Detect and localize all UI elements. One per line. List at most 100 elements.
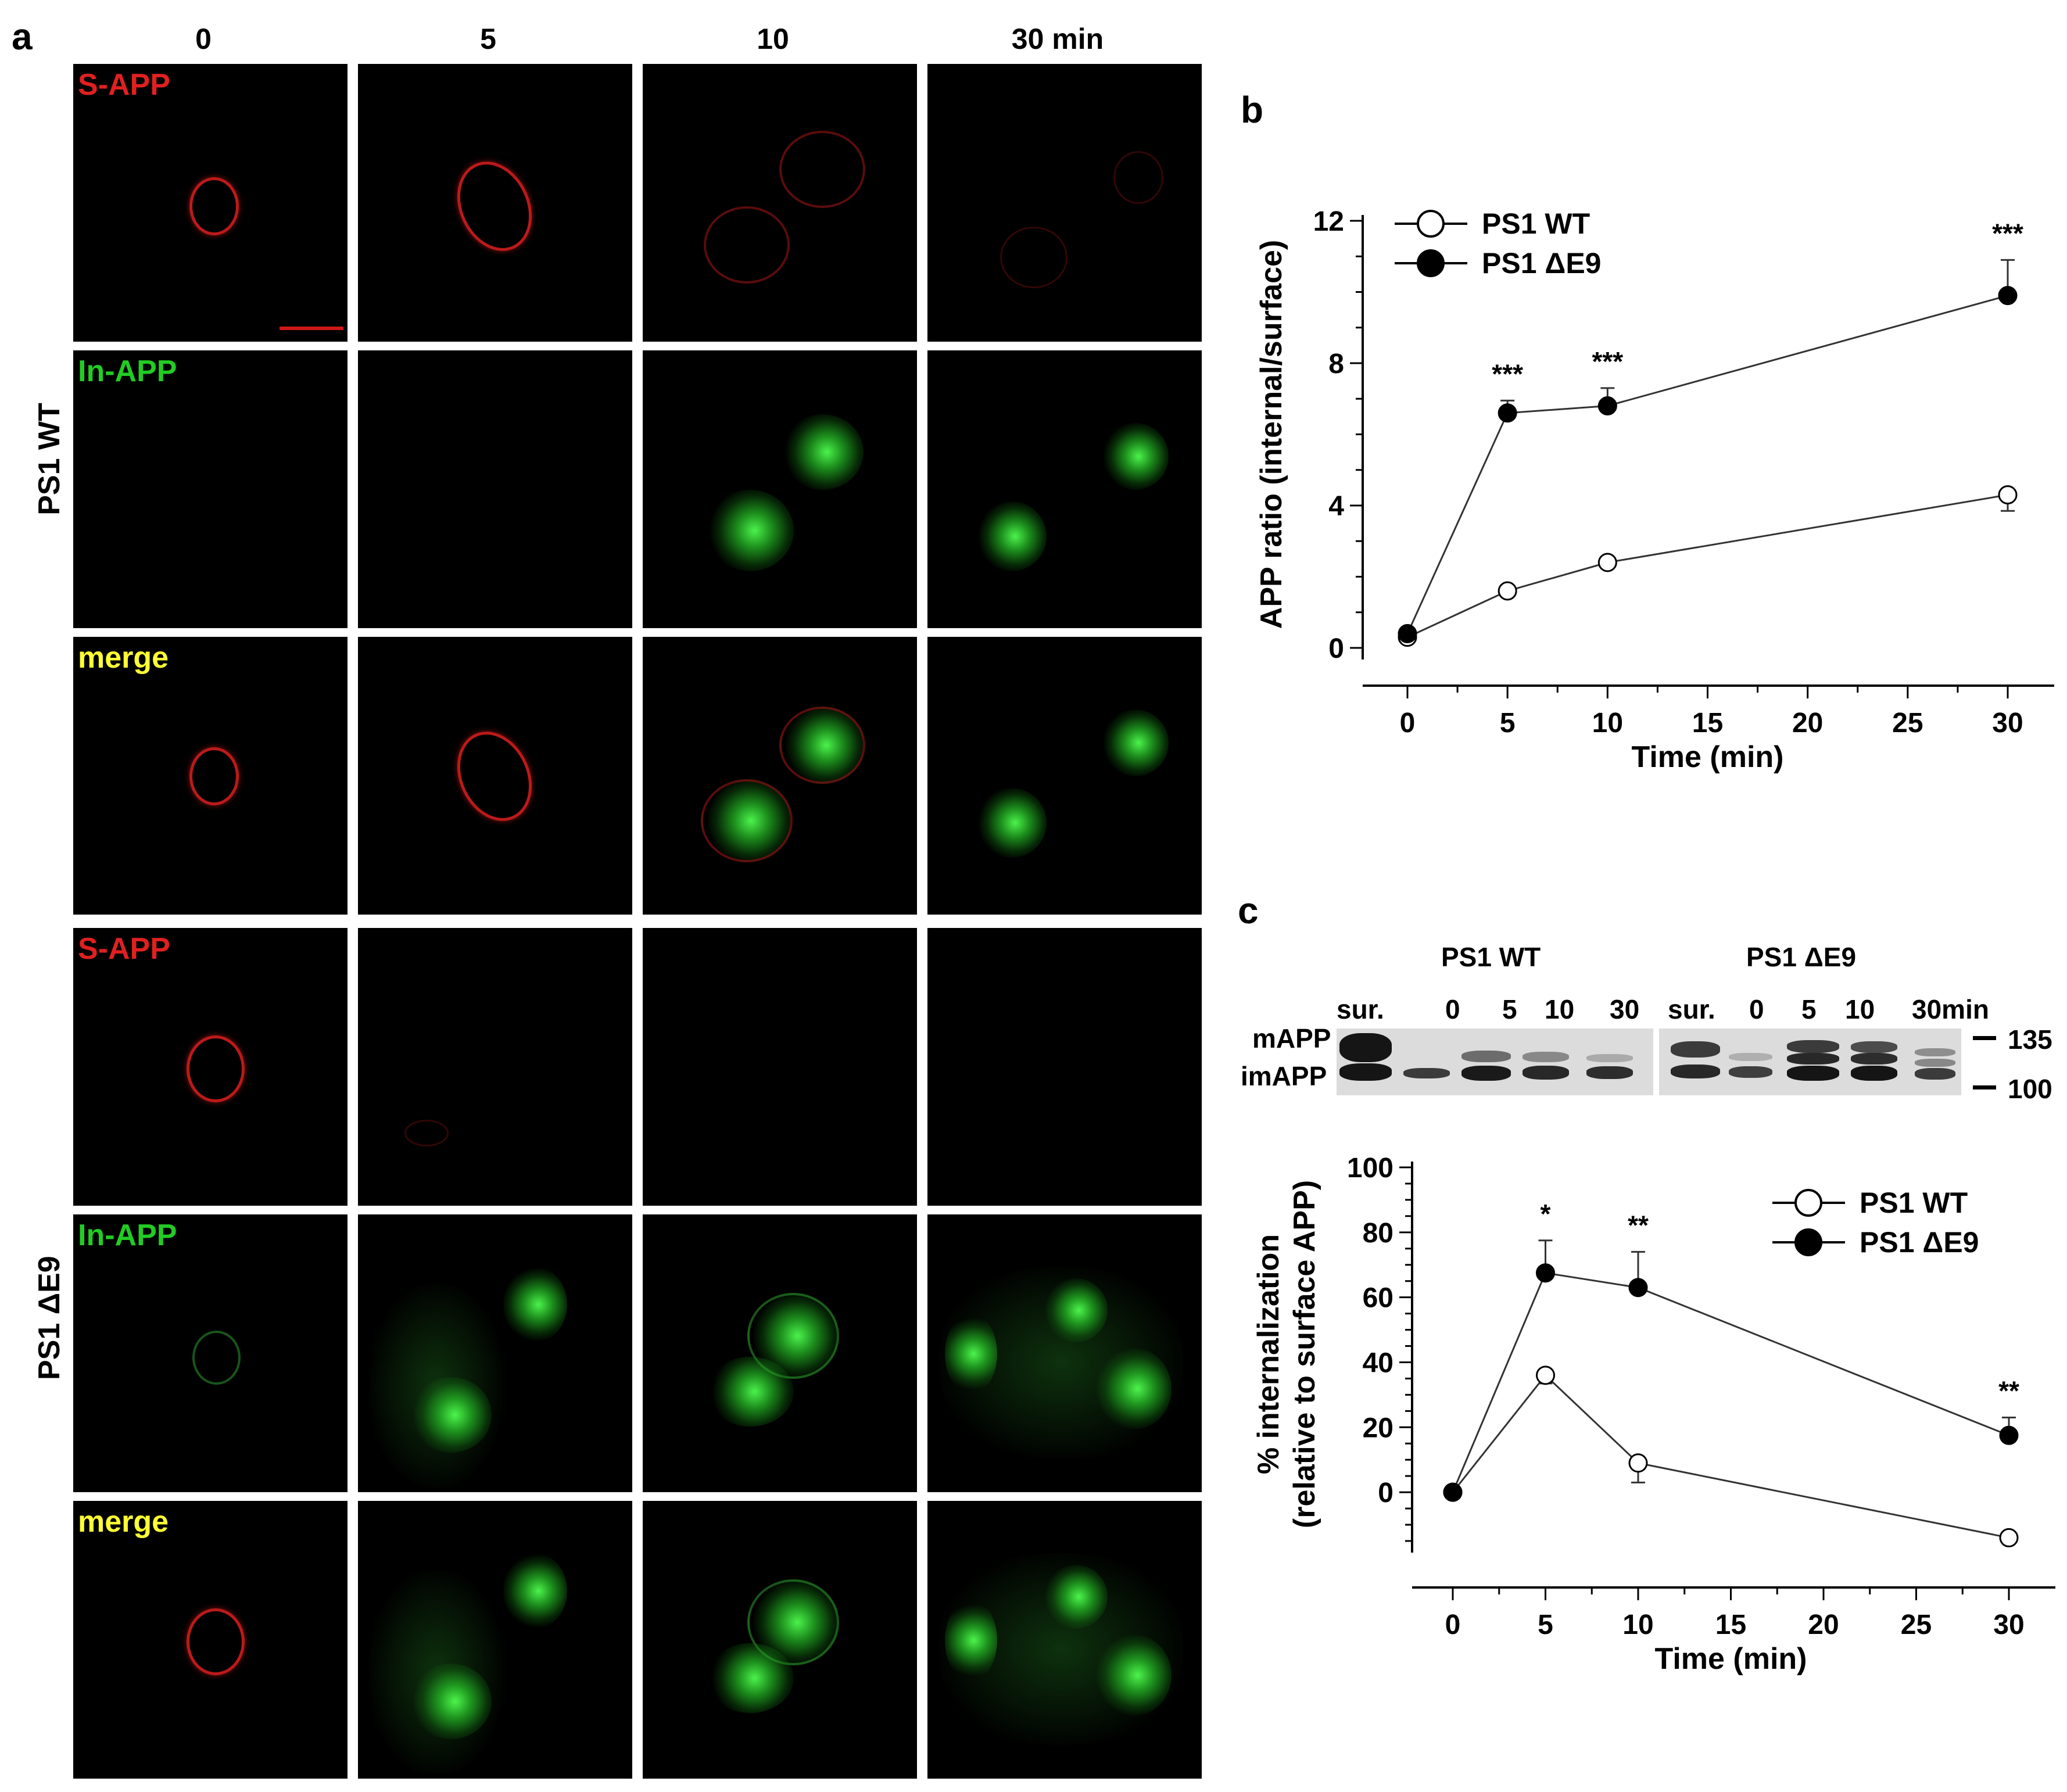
blot-lane-de9-5: 5: [1801, 994, 1817, 1024]
micrograph-de9-sapp-0: S-APP: [73, 928, 348, 1206]
legend-marker: [1417, 210, 1445, 238]
significance-label: *: [1541, 1199, 1551, 1229]
x-tick-label: 30: [1993, 1610, 2024, 1640]
legend-marker: [1794, 1189, 1822, 1217]
legend-label-0: PS1 WT: [1482, 207, 1590, 240]
micrograph-de9-inapp-30: [927, 1214, 1202, 1492]
data-point-1-1: [1536, 1263, 1555, 1283]
channel-label: S-APP: [78, 68, 170, 102]
blot-lane-de9-sur: sur.: [1668, 994, 1715, 1024]
scale-bar: [280, 327, 343, 330]
series-line-0: [1407, 494, 2008, 638]
x-tick-label: 5: [1500, 708, 1516, 739]
legend-marker: [1794, 1228, 1822, 1256]
y-tick-label: 8: [1328, 349, 1344, 379]
x-tick-label: 15: [1692, 708, 1723, 739]
blot-group-wt: PS1 WT: [1441, 942, 1541, 972]
y-tick-label: 20: [1363, 1413, 1393, 1443]
panel-a-label: a: [12, 16, 33, 58]
blot-lane-wt-sur: sur.: [1337, 994, 1384, 1024]
micrograph-de9-merge-10: [643, 1501, 917, 1779]
data-point-1-3: [1999, 1425, 2019, 1445]
data-point-0-1: [1536, 1365, 1555, 1385]
column-header-0: 0: [195, 23, 212, 55]
significance-label: ***: [1992, 218, 2023, 248]
channel-label: S-APP: [78, 932, 170, 966]
data-point-1-1: [1498, 403, 1517, 423]
y-tick-label: 4: [1328, 491, 1344, 522]
marker-100: 100: [2008, 1074, 2052, 1104]
blot-lane-de9-10: 10: [1845, 994, 1875, 1024]
x-axis-label: Time (min): [1632, 740, 1784, 774]
data-point-1-2: [1628, 1278, 1648, 1298]
marker-tick-100: [1973, 1085, 1996, 1089]
blot-lane-de9-30min: 30min: [1912, 994, 1989, 1024]
legend-label-1: PS1 ΔE9: [1482, 247, 1602, 279]
blot-lane-wt-5: 5: [1502, 994, 1517, 1024]
data-point-0-3: [1999, 1528, 2019, 1547]
channel-label: In-APP: [78, 1218, 177, 1252]
y-axis-label: APP ratio (internal/surface): [1255, 240, 1288, 629]
y-tick-label: 60: [1363, 1283, 1393, 1314]
x-axis-label: Time (min): [1655, 1642, 1807, 1676]
significance-label: ***: [1592, 346, 1623, 377]
channel-label: merge: [78, 1505, 169, 1539]
data-point-0-3: [1998, 485, 2018, 505]
western-blot-wt: [1337, 1028, 1653, 1095]
micrograph-wt-inapp-5: [358, 350, 632, 628]
micrograph-wt-inapp-0: In-APP: [73, 350, 348, 628]
x-tick-label: 25: [1901, 1610, 1932, 1640]
y-tick-label: 100: [1347, 1153, 1393, 1184]
y-tick-label: 0: [1378, 1478, 1393, 1508]
blot-group-de9: PS1 ΔE9: [1746, 942, 1857, 972]
blot-lane-de9-0: 0: [1749, 994, 1764, 1024]
blot-lane-wt-10: 10: [1545, 994, 1575, 1024]
panel-c-label: c: [1238, 890, 1259, 931]
data-point-0-2: [1597, 553, 1617, 572]
significance-label: **: [1998, 1376, 2019, 1406]
micrograph-de9-sapp-5: [358, 928, 632, 1206]
series-line-0: [1452, 1374, 2009, 1539]
x-tick-label: 30: [1992, 708, 2023, 739]
micrograph-wt-merge-10: [643, 637, 917, 915]
legend-marker: [1417, 249, 1445, 277]
marker-135: 135: [2008, 1024, 2052, 1055]
x-tick-label: 20: [1792, 708, 1823, 739]
x-tick-label: 0: [1400, 708, 1416, 739]
x-tick-label: 0: [1445, 1610, 1461, 1640]
chart-b: 0 4 8 12 0 5 10 15 20 25 30 Time (min) APP ratio (in…: [1255, 206, 2054, 774]
micrograph-de9-merge-0: merge: [73, 1501, 348, 1779]
micrograph-de9-inapp-10: [643, 1214, 917, 1492]
western-blot-de9: [1659, 1028, 1961, 1095]
y-axis-label-line2: (relative to surface APP): [1288, 1180, 1321, 1528]
micrograph-wt-sapp-30: [927, 64, 1202, 342]
micrograph-wt-sapp-5: [358, 64, 632, 342]
x-tick-label: 15: [1715, 1610, 1746, 1640]
channel-label: In-APP: [78, 354, 177, 388]
data-point-1-0: [1443, 1482, 1463, 1502]
data-point-0-2: [1628, 1453, 1648, 1473]
x-tick-label: 10: [1592, 708, 1623, 739]
x-tick-label: 10: [1622, 1610, 1653, 1640]
y-tick-label: 80: [1363, 1218, 1393, 1249]
group-label-ps1-wt: PS1 WT: [33, 403, 66, 515]
legend-label-1: PS1 ΔE9: [1860, 1226, 1979, 1259]
micrograph-de9-sapp-30: [927, 928, 1202, 1206]
column-header-30min: 30 min: [1011, 23, 1104, 55]
x-tick-label: 5: [1538, 1610, 1553, 1640]
micrograph-wt-sapp-10: [643, 64, 917, 342]
marker-tick-135: [1973, 1036, 1996, 1040]
micrograph-wt-inapp-30: [927, 350, 1202, 628]
micrograph-de9-merge-30: [927, 1501, 1202, 1779]
blot-lane-wt-30: 30: [1610, 994, 1640, 1024]
legend-label-0: PS1 WT: [1860, 1187, 1968, 1219]
group-label-ps1-de9: PS1 ΔE9: [33, 1256, 66, 1380]
y-tick-label: 0: [1328, 633, 1344, 664]
data-point-0-1: [1498, 581, 1517, 601]
data-point-1-0: [1398, 624, 1417, 643]
micrograph-wt-merge-30: [927, 637, 1202, 915]
data-point-1-3: [1998, 286, 2018, 306]
micrograph-de9-inapp-0: In-APP: [73, 1214, 348, 1492]
y-tick-label: 12: [1313, 206, 1344, 237]
column-header-10: 10: [757, 23, 789, 55]
